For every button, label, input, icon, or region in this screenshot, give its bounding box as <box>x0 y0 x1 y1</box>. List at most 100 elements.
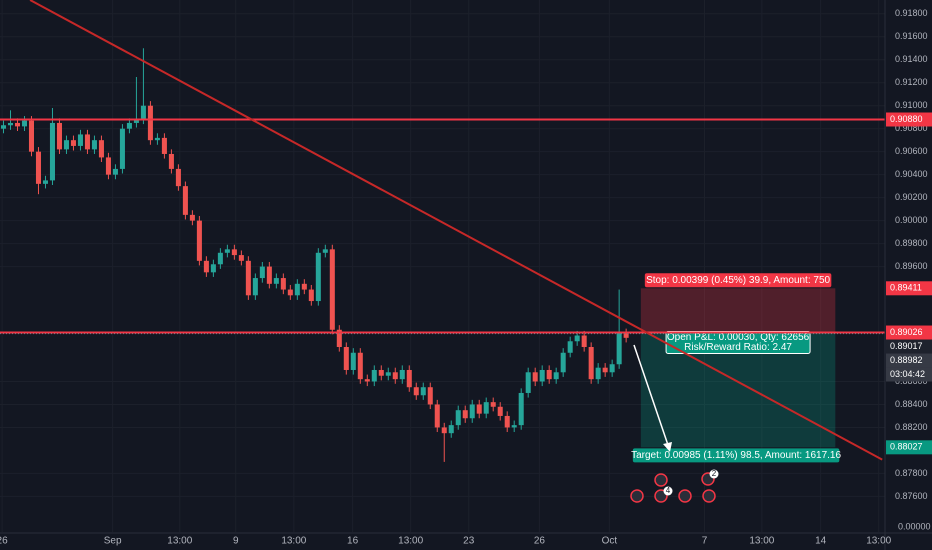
x-tick-label: 9 <box>233 536 239 547</box>
candle-body <box>189 214 195 221</box>
event-icons[interactable]: 4 2 <box>630 469 719 503</box>
candle-body <box>217 252 223 265</box>
candle-body <box>315 252 321 302</box>
candle-body <box>119 128 125 169</box>
candle-body <box>525 372 531 393</box>
candle-body <box>77 134 83 146</box>
position-tool[interactable]: Stop: 0.00399 (0.45%) 39.9, Amount: 750 <box>640 273 836 448</box>
candle-body <box>154 137 160 141</box>
candle-body <box>70 140 76 146</box>
candle-body <box>49 122 55 181</box>
candle-body <box>203 260 209 273</box>
x-tick-label: 13:00 <box>281 536 306 547</box>
candle-body <box>259 266 265 279</box>
pnl-label: Open P&L: 0.00030, Qty: 62656 <box>667 332 810 343</box>
y-tick-label: 0.90600 <box>895 146 928 156</box>
price-tag <box>886 339 932 354</box>
y-tick-label: 0.91600 <box>895 31 928 41</box>
candle-body <box>231 249 237 256</box>
candle-body <box>406 369 412 388</box>
candle-body <box>623 333 629 338</box>
candle-body <box>84 134 90 150</box>
candle-body <box>455 410 461 426</box>
y-tick-label: 0.89600 <box>895 261 928 271</box>
candle-body <box>161 137 167 154</box>
countdown: 03:04:42 <box>890 369 925 379</box>
candle-body <box>140 105 146 120</box>
price-tag-label: 0.89017 <box>890 341 923 351</box>
price-tag-label: 0.89026 <box>890 327 923 337</box>
candle-body <box>581 335 587 348</box>
candle-body <box>511 425 517 428</box>
x-tick-label: 14 <box>815 536 827 547</box>
candle-body <box>497 406 503 416</box>
candle-body <box>476 404 482 414</box>
candle-body <box>63 140 69 150</box>
candle-body <box>364 379 370 382</box>
y-tick-label: 0.91800 <box>895 8 928 18</box>
candle-body <box>427 387 433 405</box>
candle-body <box>112 168 118 175</box>
candle-body <box>98 140 104 158</box>
y-tick-label: 0.87600 <box>895 491 928 501</box>
candle-body <box>14 122 21 127</box>
y-tick-label: 0.88400 <box>895 399 928 409</box>
candle-body <box>616 333 622 365</box>
y-tick-label: 0.90000 <box>895 215 928 225</box>
candle-body <box>147 105 153 141</box>
stop-label-bg <box>644 273 832 288</box>
candle-body <box>385 372 391 376</box>
candle-body <box>91 140 97 150</box>
candle-body <box>245 260 251 296</box>
y-tick-label: 0.87800 <box>895 468 928 478</box>
x-tick-label: 7 <box>702 536 708 547</box>
candle-body <box>371 369 377 382</box>
candle-body <box>133 119 139 123</box>
candle-body <box>42 180 48 184</box>
x-tick-label: Oct <box>602 536 618 547</box>
candle-body <box>588 347 594 380</box>
x-tick-label: 16 <box>347 536 359 547</box>
candle-body <box>434 404 440 428</box>
target-label-bg <box>632 448 840 463</box>
axis-footer-label: 0.00000 <box>898 521 931 531</box>
candle-body <box>469 404 475 419</box>
overlays: Open P&L: 0.00030, Qty: 62656Risk/Reward… <box>0 0 885 463</box>
candle-body <box>329 249 335 330</box>
candle-body <box>574 335 580 342</box>
price-tag <box>886 440 932 455</box>
x-tick-label: 13:00 <box>398 536 423 547</box>
target-label: Target: 0.00985 (1.11%) 98.5, Amount: 16… <box>631 450 841 461</box>
candle-body <box>28 120 35 152</box>
y-tick-label: 0.89800 <box>895 238 928 248</box>
price-tag-label: 0.89411 <box>890 283 922 293</box>
price-tag-label: 0.90880 <box>890 114 923 124</box>
candle-body <box>175 168 181 187</box>
candle-body <box>252 278 258 296</box>
candle-body <box>462 410 468 419</box>
candle-body <box>546 369 552 380</box>
candle-body <box>357 352 363 380</box>
candle-body <box>567 341 573 353</box>
price-tag <box>886 353 932 368</box>
price-tag-label: 0.88982 <box>890 355 923 365</box>
event-badge: 2 <box>712 469 717 478</box>
candle-body <box>539 369 545 382</box>
candle-body <box>7 122 14 126</box>
axes: 0.91800 0.91600 0.91400 0.91200 0.91000 0.908… <box>0 8 932 547</box>
candle-body <box>56 122 62 150</box>
x-tick-label: 26 <box>0 536 8 547</box>
candle-body <box>126 122 132 129</box>
candle-body <box>441 427 447 434</box>
x-tick-label: 23 <box>463 536 475 547</box>
price-tag <box>886 112 932 127</box>
candle-body <box>238 255 244 261</box>
trend-line <box>29 0 883 461</box>
y-tick-label: 0.90200 <box>895 192 928 202</box>
candle-body <box>105 157 111 175</box>
countdown-bg <box>886 367 932 382</box>
candle-body <box>560 352 566 373</box>
x-tick-label: 26 <box>534 536 546 547</box>
candle-body <box>518 392 524 426</box>
